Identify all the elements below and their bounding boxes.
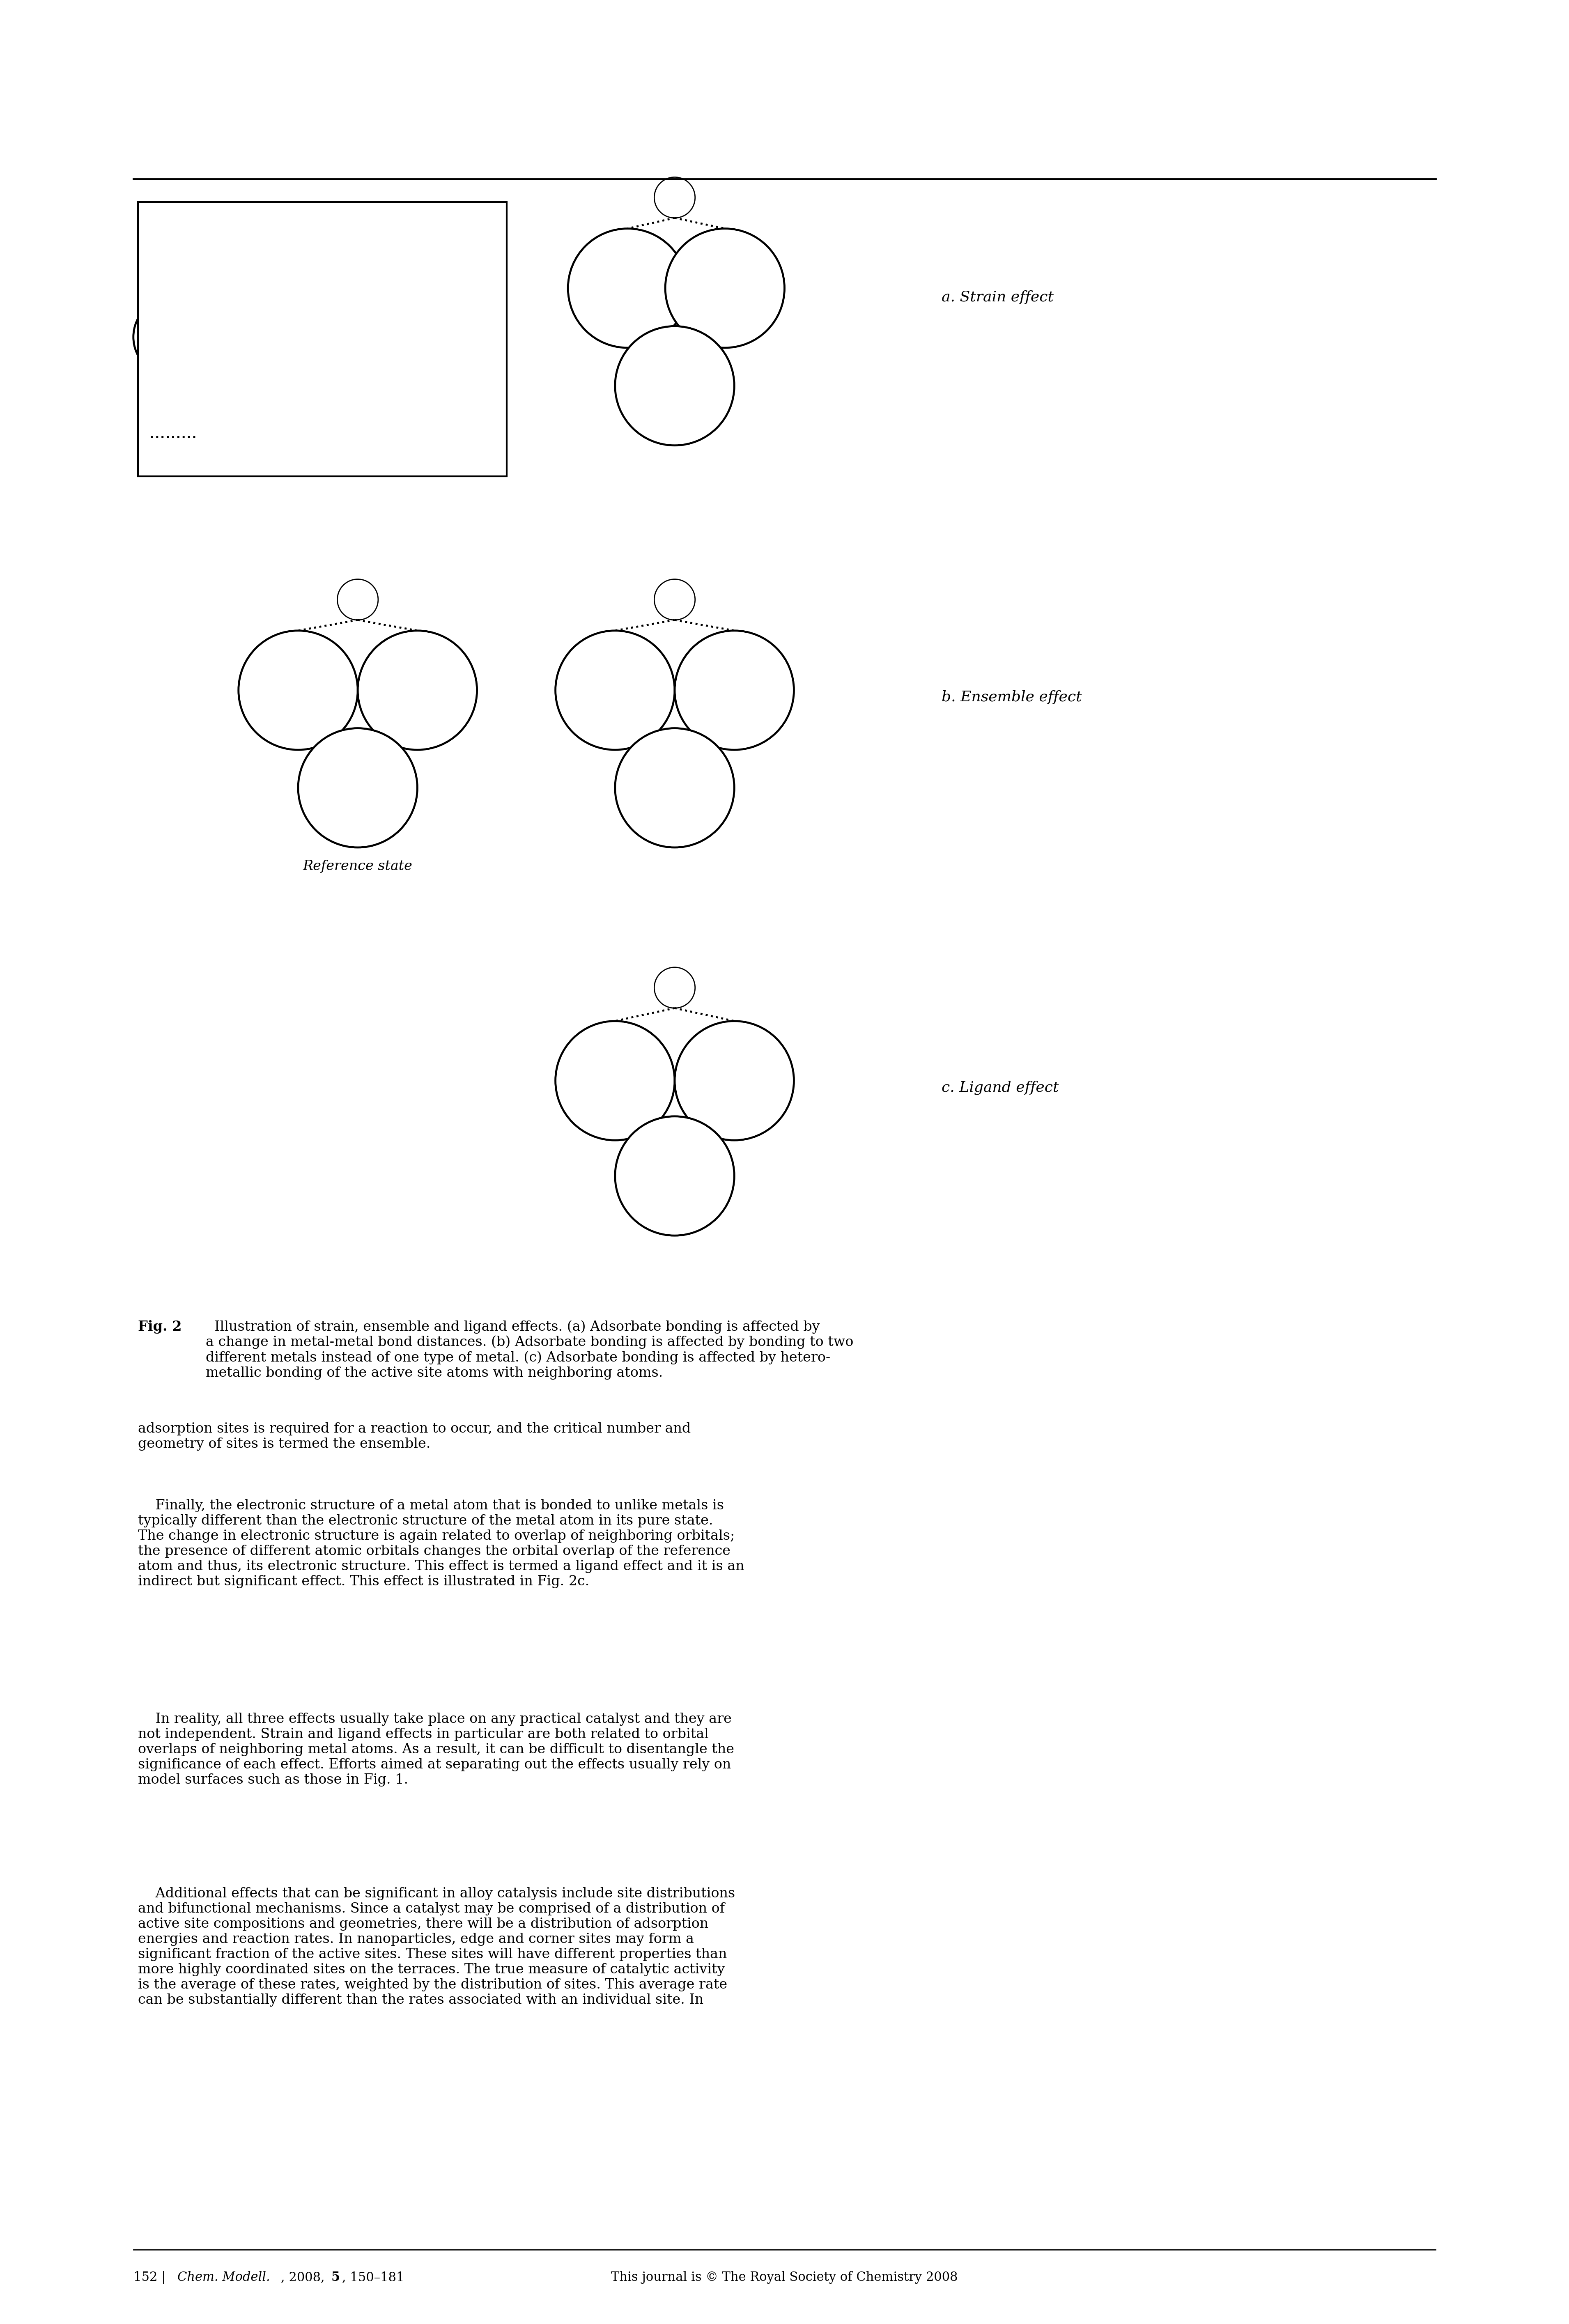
Text: In reality, all three effects usually take place on any practical catalyst and t: In reality, all three effects usually ta… <box>138 1713 734 1787</box>
Text: 5: 5 <box>331 2271 340 2284</box>
Ellipse shape <box>654 967 695 1009</box>
Text: c. Ligand effect: c. Ligand effect <box>941 1081 1059 1095</box>
Ellipse shape <box>615 325 734 446</box>
Text: Chem. Modell.: Chem. Modell. <box>177 2271 270 2284</box>
Text: Bonding interaction: Bonding interaction <box>217 430 355 444</box>
Ellipse shape <box>238 630 358 751</box>
Ellipse shape <box>133 297 212 376</box>
Text: Additional effects that can be significant in alloy catalysis include site distr: Additional effects that can be significa… <box>138 1887 736 2006</box>
Ellipse shape <box>654 177 695 218</box>
Ellipse shape <box>298 727 417 848</box>
Text: Illustration of strain, ensemble and ligand effects. (a) Adsorbate bonding is af: Illustration of strain, ensemble and lig… <box>206 1320 854 1380</box>
Ellipse shape <box>615 1116 734 1236</box>
Ellipse shape <box>665 228 784 349</box>
Ellipse shape <box>675 630 794 751</box>
Ellipse shape <box>555 630 675 751</box>
Text: Reference state: Reference state <box>303 860 413 874</box>
Text: , 2008,: , 2008, <box>281 2271 328 2284</box>
Ellipse shape <box>337 579 378 621</box>
Text: Metal atom: Metal atom <box>217 330 297 344</box>
Text: adsorption sites is required for a reaction to occur, and the critical number an: adsorption sites is required for a react… <box>138 1422 690 1450</box>
Text: This journal is © The Royal Society of Chemistry 2008: This journal is © The Royal Society of C… <box>610 2271 959 2284</box>
Text: a. Strain effect: a. Strain effect <box>941 290 1053 304</box>
Text: Fig. 2: Fig. 2 <box>138 1320 182 1334</box>
Text: , 150–181: , 150–181 <box>342 2271 405 2284</box>
Bar <box>138 202 507 476</box>
Ellipse shape <box>358 630 477 751</box>
Ellipse shape <box>152 223 193 265</box>
Ellipse shape <box>568 228 687 349</box>
Ellipse shape <box>675 1020 794 1141</box>
Text: adsorbate: adsorbate <box>217 237 286 251</box>
Text: Finally, the electronic structure of a metal atom that is bonded to unlike metal: Finally, the electronic structure of a m… <box>138 1499 744 1587</box>
Ellipse shape <box>654 579 695 621</box>
Ellipse shape <box>555 1020 675 1141</box>
Ellipse shape <box>615 727 734 848</box>
Text: b. Ensemble effect: b. Ensemble effect <box>941 690 1081 704</box>
Text: 152 |: 152 | <box>133 2271 169 2284</box>
